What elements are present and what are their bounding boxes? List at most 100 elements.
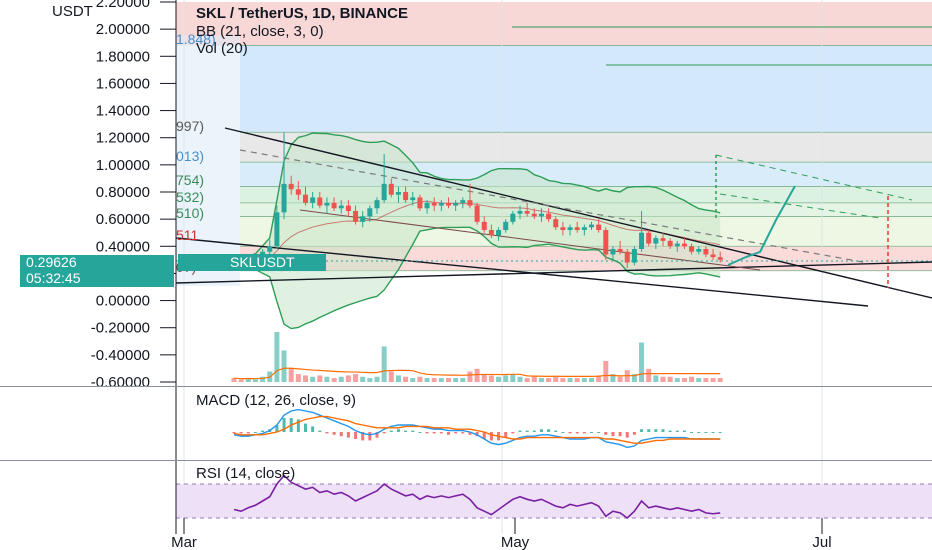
candle [703,246,709,258]
rsi-line [233,474,721,520]
candle-body [646,232,652,244]
volume-bar [410,378,416,382]
rsi-legend[interactable]: RSI (14, close) [196,465,295,482]
macd-histogram-bar [582,432,586,434]
forecast-path[interactable] [727,185,796,266]
candle-body [717,257,723,260]
candle [310,192,316,209]
macd-histogram-bar [346,432,350,438]
macd-histogram-bar [432,432,436,434]
volume-bar [310,376,316,382]
volume-bar [438,378,444,382]
macd-histogram-bar [697,432,701,433]
bb-legend[interactable]: BB (21, close, 3, 0) [196,23,324,40]
candle [696,246,702,255]
candle-body [481,221,487,230]
forecast-projection[interactable] [512,26,932,288]
volume-bar [717,378,723,382]
trendline[interactable] [224,127,932,299]
candle [488,224,494,239]
macd-histogram-bar [661,429,665,432]
y-tick-label: -0.60000 [91,374,150,391]
macd-histogram-bar [332,432,336,435]
macd-histogram-bar [389,430,393,432]
y-tick-label: 1.80000 [96,48,150,65]
candle-body [403,192,409,201]
candle [410,192,416,206]
volume-ma [233,367,721,380]
macd-histogram-bar [547,429,551,432]
candle [388,178,394,198]
candle [546,208,552,222]
candle [295,181,301,201]
volume-bar [424,378,430,382]
candle [631,246,637,266]
trendline[interactable] [299,209,761,271]
candle-body [667,240,673,247]
candle-body [531,213,537,217]
candle [360,211,366,228]
macd-histogram-bar [447,432,450,435]
candle-body [460,200,466,203]
candle-body [446,202,451,206]
candle-body [303,194,308,203]
candle-body [624,251,630,263]
macd-histogram-bar [439,432,443,434]
candle [467,183,473,209]
time-axis[interactable]: Mar May Jul [171,518,832,550]
macd-histogram-bar [304,423,307,432]
x-tick-label: Mar [171,534,197,550]
macd-histogram-bar [361,432,365,441]
fib-level-label: 1.848) [176,31,216,47]
volume-bar [581,378,587,382]
trendline[interactable] [175,237,869,307]
vol-legend[interactable]: Vol (20) [196,40,248,57]
macd-histogram-bar [425,432,429,434]
symbol-title: SKL / TetherUS, 1D, BINANCE [196,5,408,22]
volume-bar [381,346,387,382]
volume-bar [503,375,509,382]
candle [510,211,516,225]
macd-histogram-bar [311,426,315,432]
candle-body [288,183,294,190]
candle [317,192,323,209]
macd-legend[interactable]: MACD (12, 26, close, 9) [196,392,356,409]
candle [617,240,623,255]
macd-signal-line [233,415,721,444]
candle-body [331,202,337,209]
trendline[interactable] [175,261,932,284]
fib-level-label: 532) [176,189,204,205]
candle-body [581,227,587,230]
volume-bar [510,374,516,382]
macd-histogram-bar [411,430,415,432]
volume-bar [353,374,359,382]
candle-body [703,249,709,255]
macd-histogram-bar [575,432,579,434]
macd-histogram-bar [261,430,265,432]
candle-body [674,243,680,247]
candle-body [567,227,573,230]
volume-bar [288,368,294,382]
candle [639,211,645,252]
candle-body [538,213,544,217]
candle-body [367,208,373,217]
current-price-tag[interactable]: 0.29626 05:32:45 [20,254,174,287]
macd-histogram-bar [632,432,636,435]
candle-body [574,227,580,230]
candle-body [453,202,459,206]
candle [581,224,587,236]
macd-histogram-bar [368,432,372,441]
y-tick-label: 1.60000 [96,75,150,92]
volume-bar [245,378,251,382]
candle-body [295,189,301,195]
macd-histogram-bar [232,432,236,434]
y-tick-label: -0.40000 [91,347,150,364]
volume-bar [603,360,609,382]
forecast-channel-upper[interactable] [715,154,913,201]
forecast-channel-lower[interactable] [719,193,881,219]
macd-histogram-bar [404,430,408,432]
candle-body [696,249,702,252]
symbol-tag[interactable]: SKLUSDT [178,254,326,271]
